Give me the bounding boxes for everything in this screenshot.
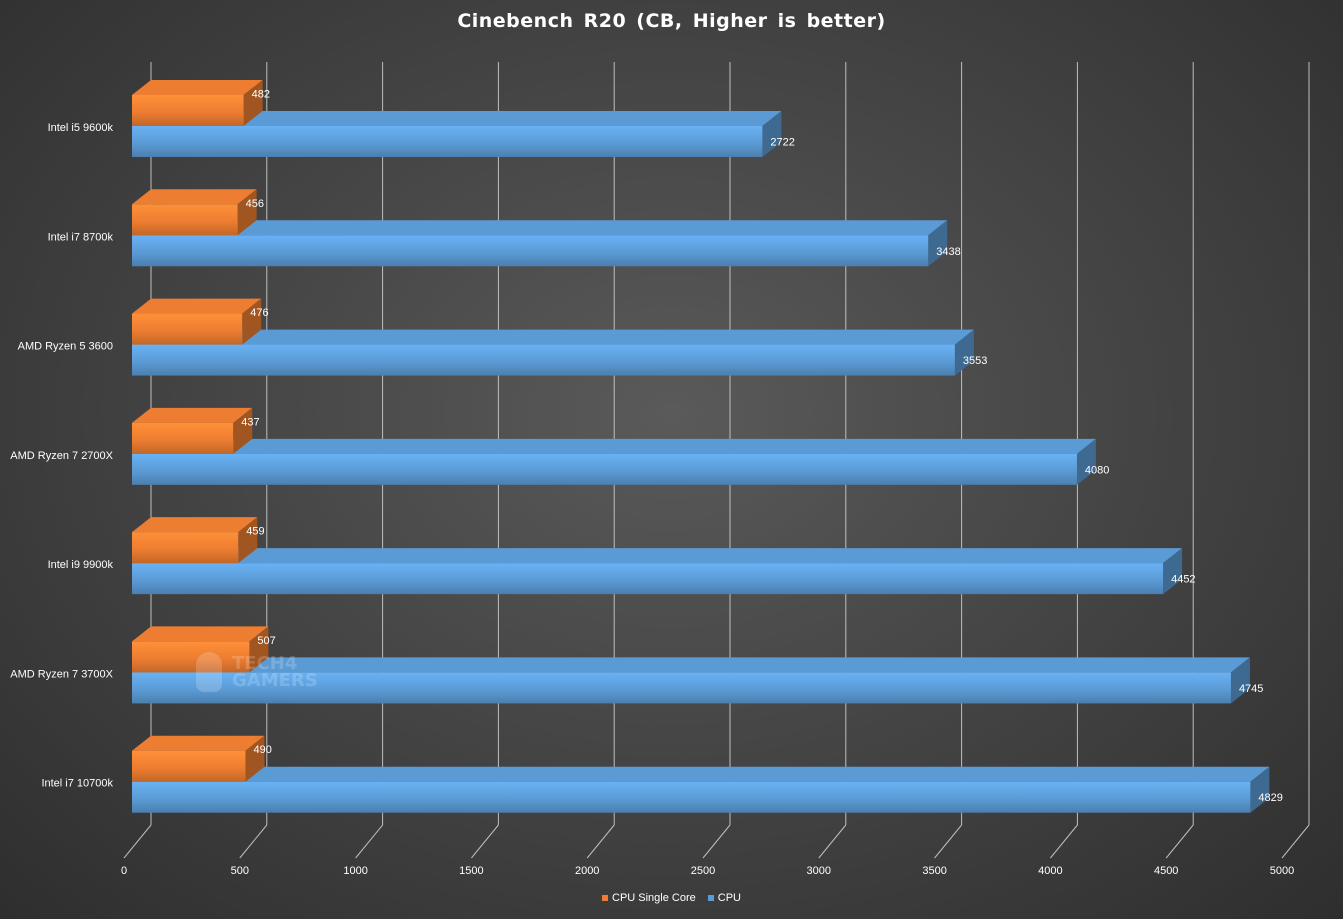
bar-cpu <box>132 781 1251 813</box>
bar-single-core-top <box>132 298 262 314</box>
data-label-single-core: 476 <box>250 307 268 319</box>
bar-single-core-side <box>233 407 253 454</box>
bar-cpu-side <box>954 329 974 376</box>
data-label-single-core: 482 <box>252 89 270 101</box>
skull-icon <box>196 652 222 692</box>
bar-cpu-top <box>132 111 782 126</box>
bar-single-core <box>132 422 234 454</box>
bar-single-core <box>132 95 244 126</box>
data-label-cpu: 2722 <box>770 137 794 149</box>
x-tick-label: 2000 <box>575 865 599 877</box>
bar-single-core-top <box>132 407 253 423</box>
bar-cpu-top <box>132 329 974 345</box>
x-tick-label: 0 <box>121 865 127 877</box>
category-label: AMD Ryzen 7 3700X <box>10 668 113 680</box>
bar-single-core <box>132 532 239 564</box>
bar-cpu-side <box>1076 438 1096 485</box>
category-label: Intel i9 9900k <box>48 559 114 571</box>
data-label-cpu: 4452 <box>1171 574 1195 586</box>
category-label: AMD Ryzen 5 3600 <box>18 341 113 353</box>
bar-cpu <box>132 672 1231 704</box>
x-tick-label: 500 <box>231 865 249 877</box>
data-label-cpu: 3438 <box>936 246 960 258</box>
bar-single-core-side <box>237 189 257 236</box>
floor-gridline <box>1165 824 1194 859</box>
data-label-single-core: 490 <box>253 744 271 756</box>
chart-title: Cinebench R20 (CB, Higher is better) <box>457 10 886 32</box>
floor-gridline <box>586 824 615 859</box>
x-tick-label: 1500 <box>459 865 483 877</box>
category-label: AMD Ryzen 7 2700X <box>10 450 113 462</box>
legend-item-single-core: CPU Single Core <box>602 892 696 904</box>
bar-single-core-top <box>132 626 269 642</box>
bar-cpu-top <box>132 766 1270 782</box>
bar-cpu <box>132 126 763 157</box>
x-tick-label: 3500 <box>922 865 946 877</box>
bar-single-core-side <box>242 298 262 345</box>
floor-gridline <box>471 824 499 859</box>
data-label-cpu: 4745 <box>1239 683 1263 695</box>
floor-gridline <box>702 824 731 859</box>
bar-single-core-side <box>245 735 265 782</box>
legend-swatch-cpu <box>707 895 714 901</box>
bar-cpu-side <box>928 220 948 267</box>
category-label: Intel i7 10700k <box>41 778 113 790</box>
bar-cpu-side <box>762 111 782 157</box>
legend-item-cpu: CPU <box>707 892 741 904</box>
category-label: Intel i7 8700k <box>48 231 114 243</box>
x-tick-label: 4500 <box>1154 865 1178 877</box>
bar-single-core-top <box>132 189 257 205</box>
x-tick-label: 4000 <box>1038 865 1062 877</box>
watermark-logo: TECH4 GAMERS <box>196 652 318 692</box>
bar-single-core-side <box>249 626 269 673</box>
bar-cpu <box>132 563 1164 595</box>
bar-single-core <box>132 204 238 236</box>
data-label-single-core: 437 <box>241 416 259 428</box>
bar-cpu-side <box>1230 657 1250 704</box>
data-label-single-core: 456 <box>246 198 264 210</box>
legend-label-single-core: CPU Single Core <box>612 892 696 904</box>
bar-cpu-side <box>1163 548 1183 595</box>
data-label-cpu: 3553 <box>963 355 987 367</box>
data-label-cpu: 4080 <box>1085 464 1109 476</box>
bar-cpu-top <box>132 657 1250 673</box>
data-label-single-core: 507 <box>257 635 275 647</box>
bar-cpu-side <box>1250 766 1270 813</box>
bar-single-core-side <box>243 80 263 126</box>
x-tick-label: 1000 <box>343 865 367 877</box>
data-label-cpu: 4829 <box>1258 792 1282 804</box>
floor-gridline <box>239 824 268 859</box>
floor-gridline <box>818 824 847 859</box>
bar-single-core <box>132 641 250 673</box>
bar-single-core <box>132 313 243 345</box>
data-label-single-core: 459 <box>246 526 264 538</box>
bar-cpu-top <box>132 220 948 236</box>
legend-label-cpu: CPU <box>717 892 741 904</box>
floor-gridline <box>1281 824 1310 859</box>
category-label: Intel i5 9600k <box>48 122 114 134</box>
bar-single-core-top <box>132 517 258 533</box>
bar-single-core-top <box>132 735 265 751</box>
bar-single-core-side <box>238 517 258 564</box>
bar-cpu-top <box>132 438 1096 454</box>
floor-gridline <box>1050 824 1078 859</box>
bar-cpu <box>132 235 929 267</box>
floor-gridline <box>123 824 152 859</box>
watermark-text: TECH4 GAMERS <box>232 653 318 691</box>
bar-cpu <box>132 344 955 376</box>
floor-gridline <box>355 824 383 859</box>
x-tick-label: 5000 <box>1270 865 1294 877</box>
bar-cpu <box>132 453 1077 485</box>
bar-single-core <box>132 750 246 782</box>
bar-single-core-top <box>132 80 263 95</box>
x-tick-label: 2500 <box>691 865 715 877</box>
legend-swatch-single-core <box>602 895 608 901</box>
x-tick-label: 3000 <box>807 865 831 877</box>
chart-legend: CPU Single Core CPU <box>0 892 1343 904</box>
floor-gridline <box>934 824 962 859</box>
bar-cpu-top <box>132 548 1183 564</box>
